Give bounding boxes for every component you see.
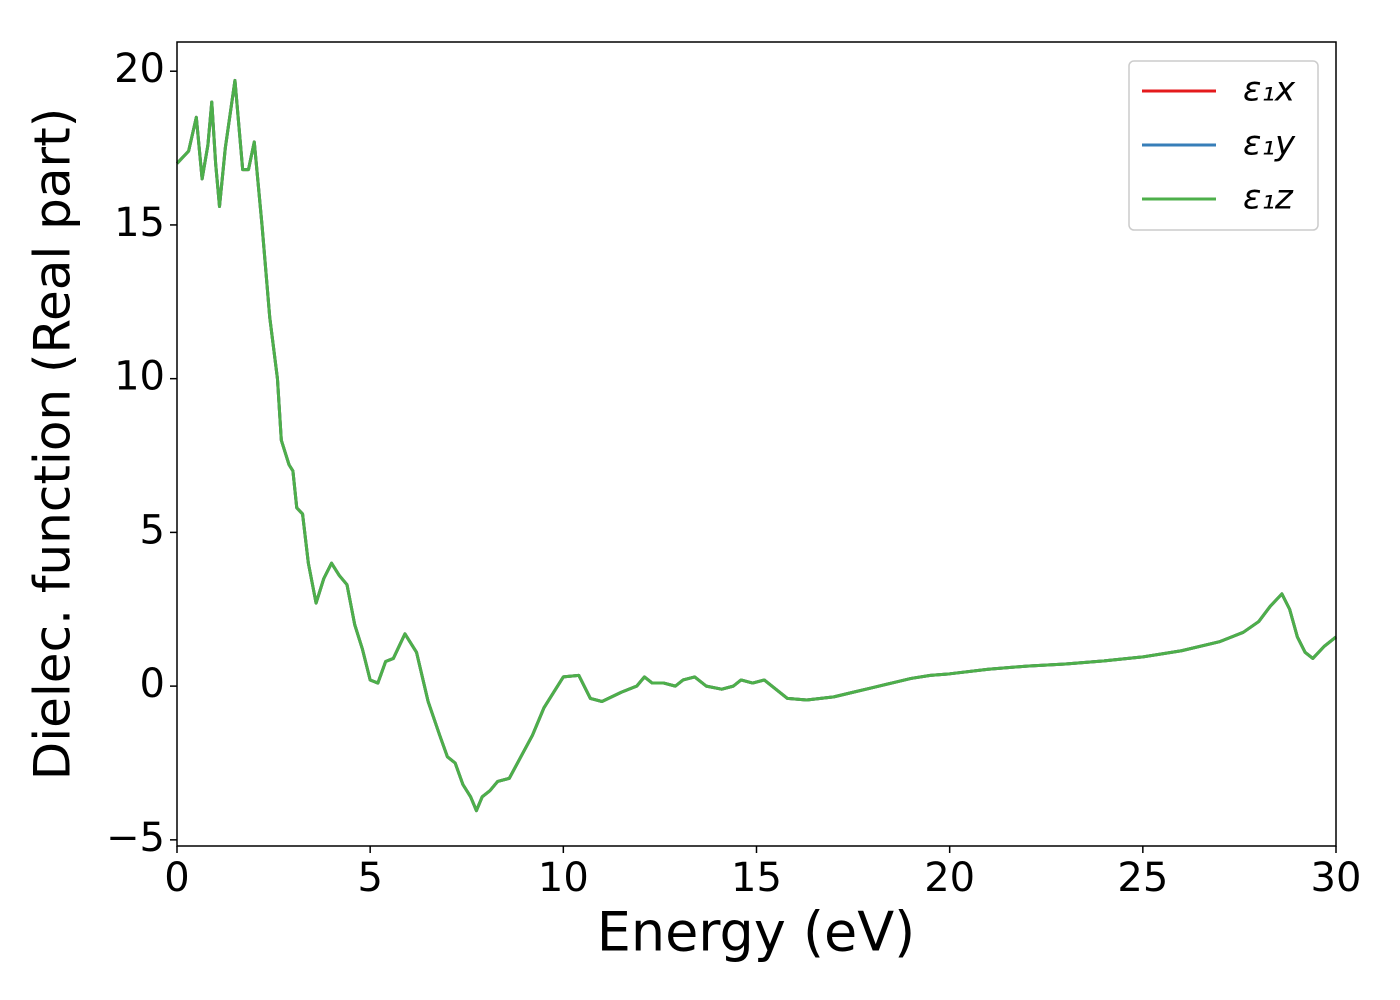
legend: ε₁x ε₁y ε₁z bbox=[1128, 60, 1319, 231]
legend-label: ε₁x bbox=[1243, 70, 1296, 110]
legend-label: ε₁z bbox=[1243, 178, 1294, 218]
x-tick-label: 10 bbox=[538, 855, 589, 901]
x-tick-label: 0 bbox=[164, 855, 189, 901]
y-tick-label: 15 bbox=[114, 200, 165, 246]
legend-box bbox=[1128, 60, 1319, 231]
y-tick-label: 20 bbox=[114, 46, 165, 92]
y-tick-label: 10 bbox=[114, 354, 165, 400]
plot-frame bbox=[176, 41, 1337, 847]
x-axis-label: Energy (eV) bbox=[597, 901, 916, 964]
y-tick-label: 0 bbox=[140, 661, 165, 707]
x-tick-label: 20 bbox=[924, 855, 975, 901]
legend-label: ε₁y bbox=[1243, 124, 1296, 164]
x-tick-label: 25 bbox=[1117, 855, 1168, 901]
y-tick-label: −5 bbox=[106, 815, 165, 861]
x-tick-label: 5 bbox=[357, 855, 382, 901]
y-tick-label: 5 bbox=[140, 507, 165, 553]
x-tick-label: 15 bbox=[731, 855, 782, 901]
y-axis-label: Dielec. function (Real part) bbox=[24, 108, 82, 780]
series-line bbox=[175, 78, 1337, 813]
x-tick-label: 30 bbox=[1311, 855, 1362, 901]
